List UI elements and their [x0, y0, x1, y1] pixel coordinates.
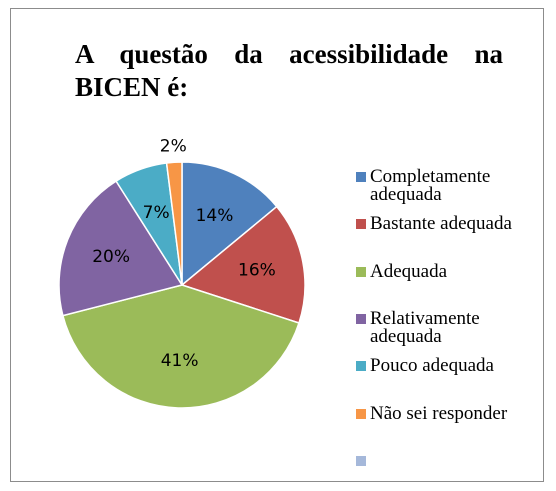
legend-label: Adequada	[370, 260, 448, 282]
pie-slice	[58, 180, 184, 317]
legend-label: Relativamente adequada	[370, 307, 480, 347]
pie-slice	[181, 161, 278, 287]
data-label: 16%	[238, 261, 276, 281]
legend-swatch	[356, 266, 366, 277]
legend-entry: Adequada	[356, 260, 538, 282]
data-label: 14%	[196, 206, 234, 226]
legend-entry	[356, 452, 538, 466]
legend-swatch	[356, 172, 366, 182]
legend-swatch	[356, 455, 366, 466]
pie-slice	[165, 161, 183, 286]
legend-label: Completamente adequada	[370, 166, 491, 205]
data-label: 2%	[160, 136, 187, 156]
legend-label: Bastante adequada	[370, 213, 512, 235]
legend-swatch	[356, 313, 366, 324]
legend-swatch	[356, 219, 366, 230]
legend-entry: Relativamente adequada	[356, 307, 538, 347]
legend-entry: Bastante adequada	[356, 213, 538, 235]
data-label: 20%	[92, 247, 130, 267]
legend-entry: Não sei responder	[356, 402, 538, 424]
legend-label: Não sei responder	[370, 402, 508, 424]
legend-label: Pouco adequada	[370, 355, 494, 377]
legend-swatch	[356, 408, 366, 419]
data-label: 41%	[161, 351, 199, 371]
pie-slice	[180, 205, 306, 324]
legend-entry: Pouco adequada	[356, 355, 538, 377]
chart-title: A questão da acessibilidade na BICEN é:	[75, 39, 503, 102]
data-label: 7%	[143, 203, 170, 223]
legend-swatch	[356, 361, 366, 372]
chart-frame	[10, 8, 544, 482]
pie-slice	[61, 284, 300, 409]
legend-entry: Completamente adequada	[356, 166, 538, 205]
